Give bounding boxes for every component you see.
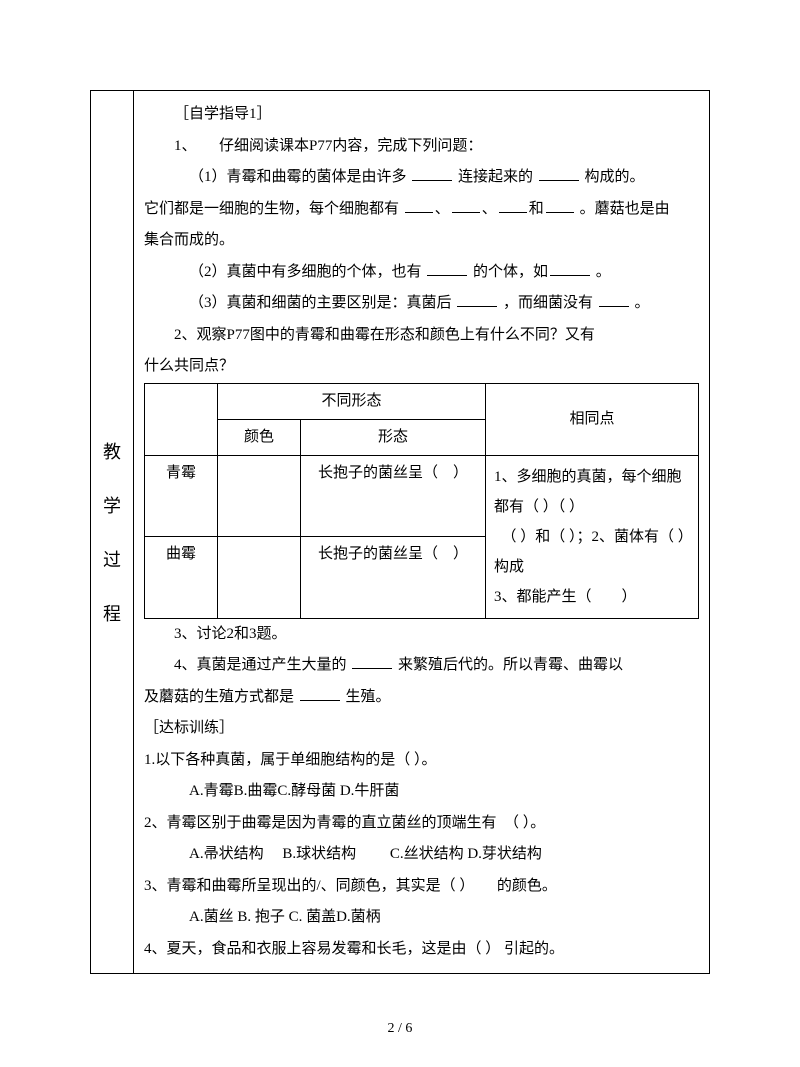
side-char: 过 xyxy=(91,546,133,572)
q4b: 及蘑菇的生殖方式都是 生殖。 xyxy=(144,682,699,714)
blank xyxy=(352,655,392,670)
cell-same: 1、多细胞的真菌，每个细胞都有（ ）（ ） （ ）和（ ）；2、菌体有（ ）构成… xyxy=(486,455,699,618)
blank xyxy=(546,198,574,213)
cell-shape2: 长抱子的菌丝呈（ ） xyxy=(301,537,486,619)
q1-1b: 它们都是一细胞的生物，每个细胞都有 、 、 和 。蘑菇也是由 xyxy=(144,194,699,226)
q1-1c: 集合而成的。 xyxy=(144,225,699,257)
text: 它们都是一细胞的生物，每个细胞都有 xyxy=(144,201,399,217)
blank xyxy=(457,293,497,308)
text: 。 xyxy=(596,264,611,280)
text: 。蘑菇也是由 xyxy=(580,201,670,217)
ex1-opt: A.青霉B.曲霉C.酵母菌 D.牛肝菌 xyxy=(144,776,699,808)
ex2-opt: A.帚状结构 B.球状结构 C.丝状结构 D.芽状结构 xyxy=(144,839,699,871)
th-color: 颜色 xyxy=(218,419,301,455)
cell-empty xyxy=(218,455,301,537)
side-char: 学 xyxy=(91,492,133,518)
ex2-q: 2、青霉区别于曲霉是因为青霉的直立菌丝的顶端生有 （ ）。 xyxy=(144,808,699,840)
th-diff: 不同形态 xyxy=(218,383,486,419)
ex1-q: 1.以下各种真菌，属于单细胞结构的是（ ）。 xyxy=(144,745,699,777)
q3: 3、讨论2和3题。 xyxy=(144,619,699,651)
q4: 4、真菌是通过产生大量的 来繁殖后代的。所以青霉、曲霉以 xyxy=(144,650,699,682)
page-footer: 2 / 6 xyxy=(0,1021,800,1037)
row-qumei: 曲霉 xyxy=(145,537,218,619)
q1-3: （3）真菌和细菌的主要区别是：真菌后 ，而细菌没有 。 xyxy=(144,288,699,320)
blank xyxy=(405,198,433,213)
th-blank xyxy=(145,383,218,455)
text: 生殖。 xyxy=(346,689,391,705)
text: 4、真菌是通过产生大量的 xyxy=(174,657,347,673)
q2a: 2、观察P77图中的青霉和曲霉在形态和颜色上有什么不同？又有 xyxy=(144,320,699,352)
text: 构成的。 xyxy=(585,169,645,185)
text: 、 xyxy=(482,201,497,217)
cell-empty xyxy=(218,537,301,619)
blank xyxy=(300,686,340,701)
q1-line: 1、 仔细阅读课本P77内容，完成下列问题： xyxy=(144,131,699,163)
text: （1）青霉和曲霉的菌体是由许多 xyxy=(189,169,407,185)
side-label: 教 学 过 程 xyxy=(91,91,134,974)
text: （ ）和（ ）；2、菌体有（ ）构成 xyxy=(494,529,685,575)
text: ，而细菌没有 xyxy=(503,295,593,311)
text: （3）真菌和细菌的主要区别是：真菌后 xyxy=(189,295,452,311)
q1-1: （1）青霉和曲霉的菌体是由许多 连接起来的 构成的。 xyxy=(144,162,699,194)
text: 、 xyxy=(435,201,450,217)
blank xyxy=(539,167,579,182)
text: （2）真菌中有多细胞的个体，也有 xyxy=(189,264,422,280)
blank xyxy=(599,293,629,308)
row-qingmei: 青霉 xyxy=(145,455,218,537)
blank xyxy=(412,167,452,182)
text: 及蘑菇的生殖方式都是 xyxy=(144,689,294,705)
ex3-q: 3、青霉和曲霉所呈现出的/、同颜色，其实是（ ） 的颜色。 xyxy=(144,871,699,903)
blank xyxy=(452,198,480,213)
blank xyxy=(550,261,590,276)
text: 1、多细胞的真菌，每个细胞都有（ ）（ ） xyxy=(494,469,682,515)
th-same: 相同点 xyxy=(486,383,699,455)
blank xyxy=(427,261,467,276)
ex4-q: 4、夏天，食品和衣服上容易发霉和长毛，这是由（ ） 引起的。 xyxy=(144,934,699,966)
blank xyxy=(499,198,527,213)
q2b: 什么共同点？ xyxy=(144,351,699,383)
side-char: 程 xyxy=(91,600,133,626)
text: 和 xyxy=(529,201,544,217)
text: 连接起来的 xyxy=(458,169,533,185)
train-title: ［达标训练］ xyxy=(144,713,699,745)
q1-2: （2）真菌中有多细胞的个体，也有 的个体，如 。 xyxy=(144,257,699,289)
text: 。 xyxy=(635,295,650,311)
cell-shape1: 长抱子的菌丝呈（ ） xyxy=(301,455,486,537)
content-cell: ［自学指导1］ 1、 仔细阅读课本P77内容，完成下列问题： （1）青霉和曲霉的… xyxy=(134,91,710,974)
th-shape: 形态 xyxy=(301,419,486,455)
text: 的个体，如 xyxy=(473,264,548,280)
side-char: 教 xyxy=(91,438,133,464)
guide-title: ［自学指导1］ xyxy=(144,99,699,131)
text: 来繁殖后代的。所以青霉、曲霉以 xyxy=(398,657,623,673)
lesson-table: 教 学 过 程 ［自学指导1］ 1、 仔细阅读课本P77内容，完成下列问题： （… xyxy=(90,90,710,974)
compare-table: 不同形态 相同点 颜色 形态 青霉 长抱子的菌丝呈（ ） 1、多细胞的真菌，每个… xyxy=(144,383,699,619)
ex3-opt: A.菌丝 B. 抱子 C. 菌盖D.菌柄 xyxy=(144,902,699,934)
text: 3、都能产生（ ） xyxy=(494,589,637,605)
